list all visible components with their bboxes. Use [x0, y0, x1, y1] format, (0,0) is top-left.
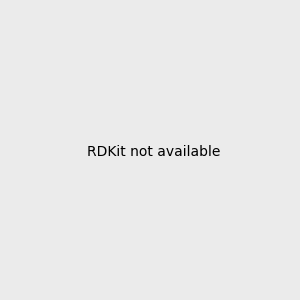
Text: RDKit not available: RDKit not available [87, 145, 220, 158]
